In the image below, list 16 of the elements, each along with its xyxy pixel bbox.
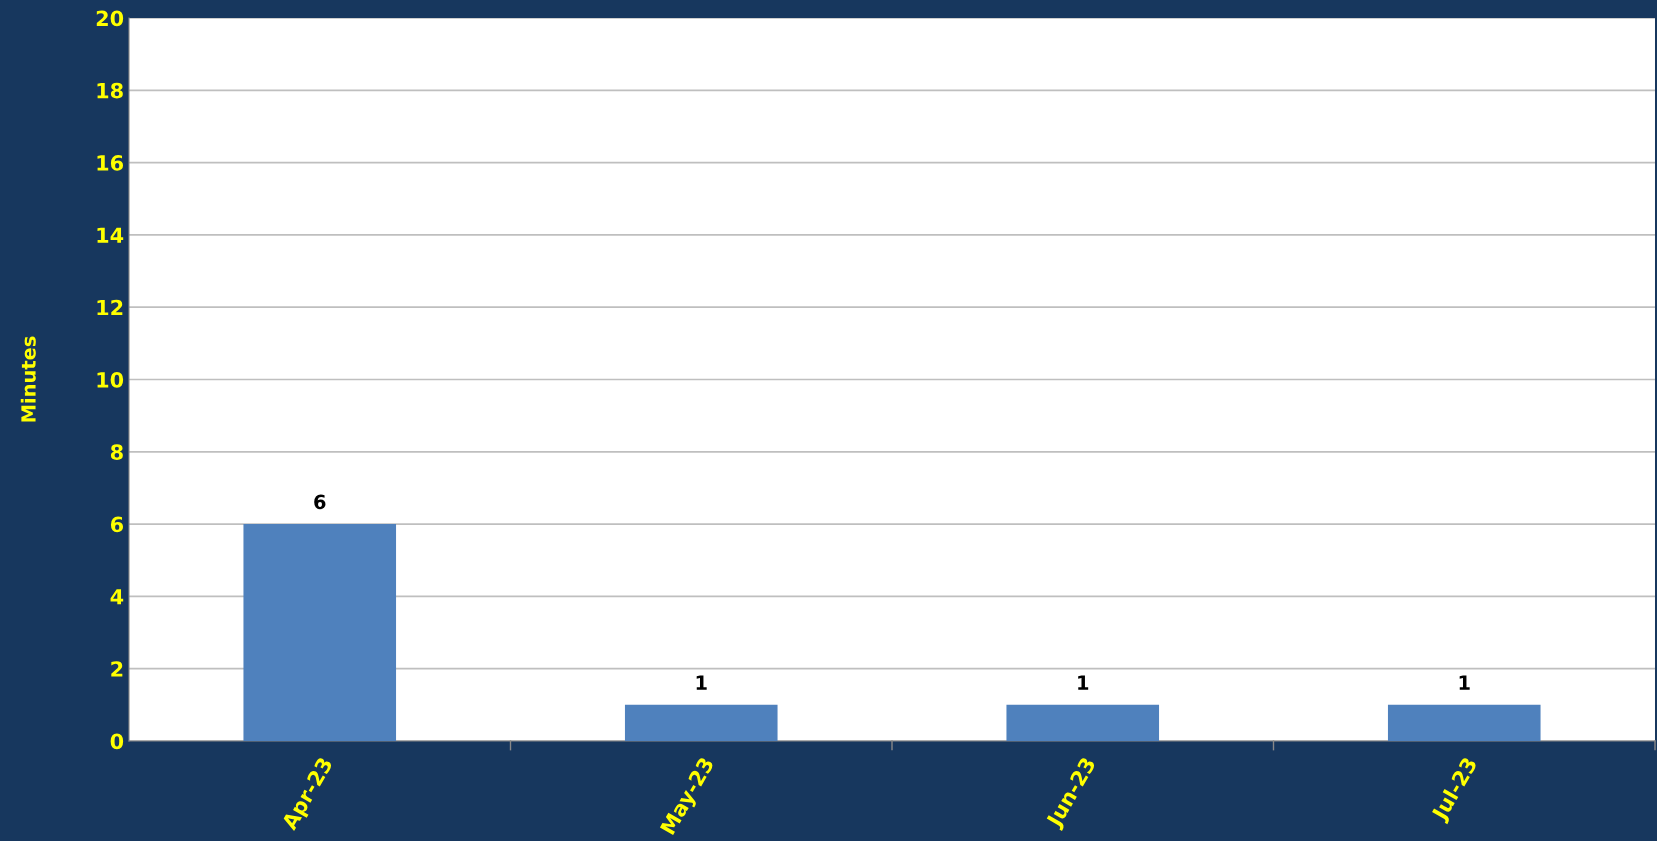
y-tick-label: 2 (111, 661, 123, 677)
y-tick-label: 12 (97, 299, 123, 316)
y-axis-title: Minutes (20, 336, 36, 422)
y-tick-label: 10 (97, 371, 124, 388)
y-tick-label: 14 (97, 227, 124, 243)
y-tick-label: 8 (110, 444, 123, 461)
data-label: 1 (696, 675, 707, 690)
data-label: 6 (314, 494, 326, 510)
data-label: 1 (1459, 675, 1470, 690)
y-tick-label: 0 (110, 733, 124, 750)
y-tick-label: 16 (97, 155, 124, 171)
y-tick-label: 18 (97, 82, 123, 99)
y-tick-label: 6 (110, 516, 124, 533)
data-label: 1 (1078, 675, 1089, 690)
y-tick-label: 20 (96, 10, 124, 27)
y-tick-label: 4 (110, 589, 124, 605)
